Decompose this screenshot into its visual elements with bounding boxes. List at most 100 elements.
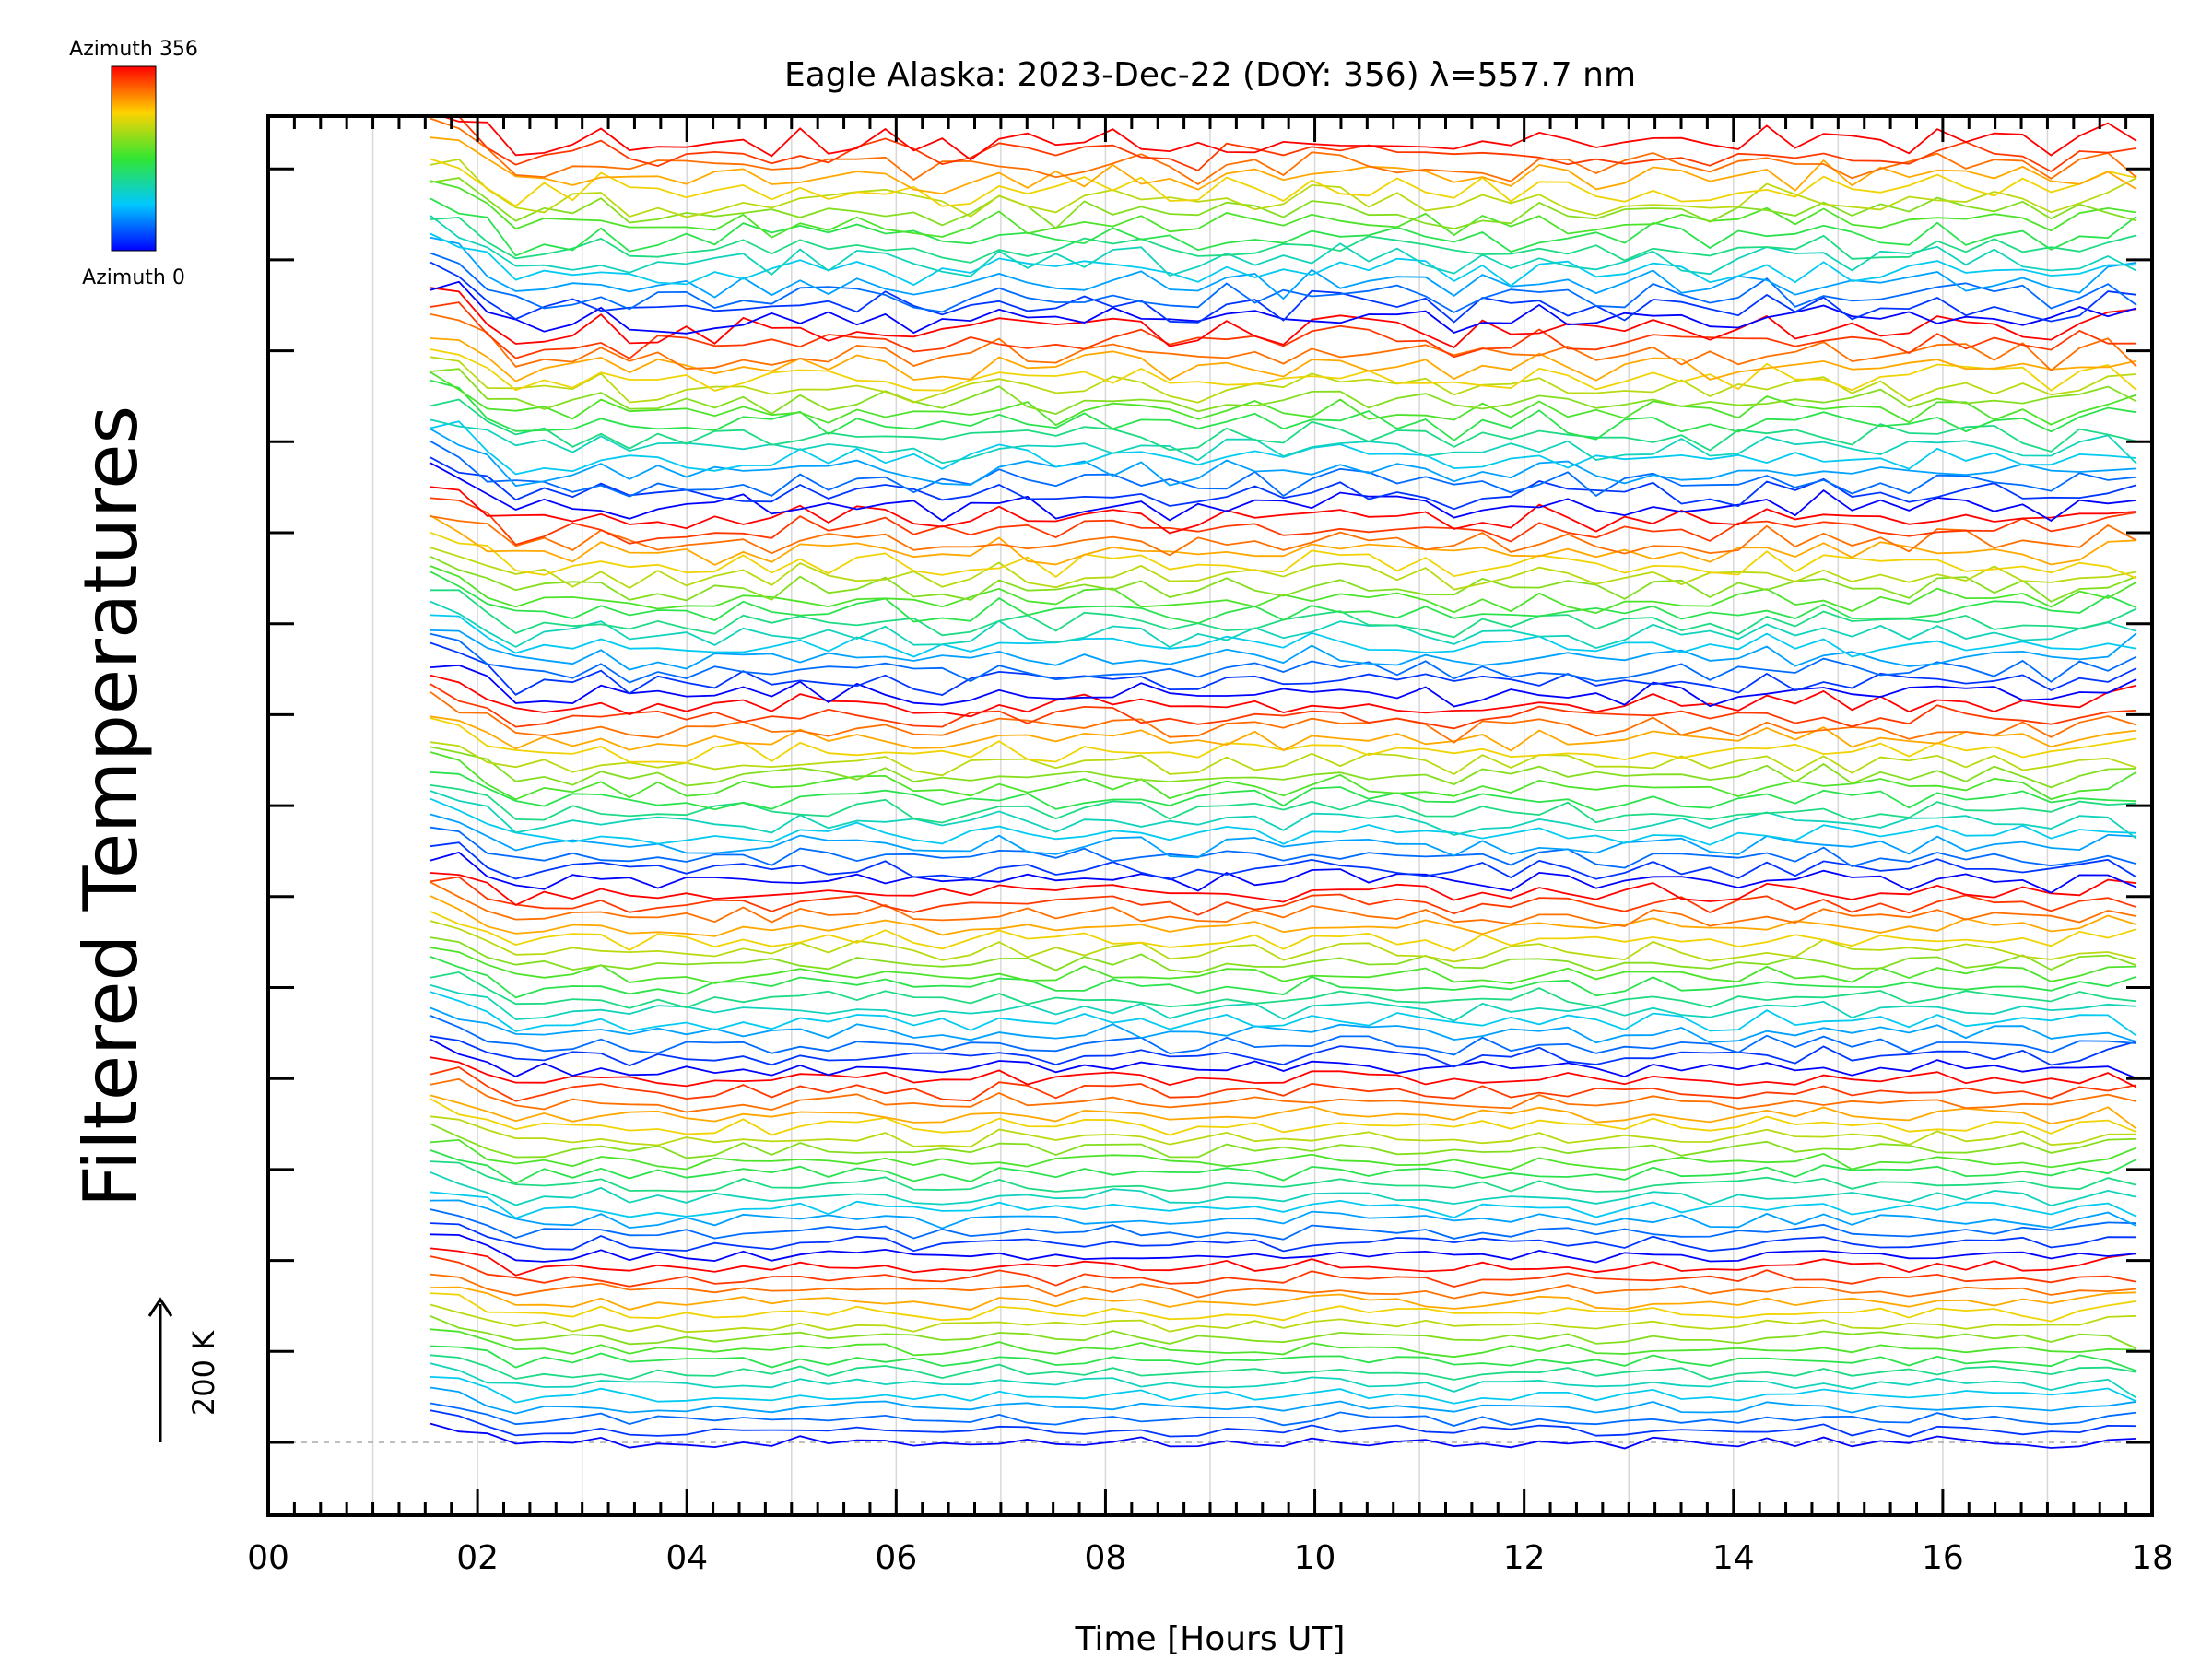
series-line xyxy=(429,261,2137,324)
series-line xyxy=(429,600,2137,650)
series-line xyxy=(429,348,2137,392)
series-line xyxy=(429,1402,2137,1427)
series-line xyxy=(455,116,2137,173)
series-line xyxy=(429,746,2137,789)
series-line xyxy=(429,371,2137,427)
series-line xyxy=(429,851,2137,894)
scale-bar: 200 K xyxy=(147,1297,221,1442)
series-line xyxy=(429,158,2137,207)
series-line xyxy=(429,947,2137,984)
series-line xyxy=(429,368,2137,416)
series-line xyxy=(429,1303,2137,1334)
x-tick-label: 12 xyxy=(1503,1539,1546,1577)
series-line xyxy=(429,971,2137,1009)
series-line xyxy=(429,895,2137,937)
x-tick-label: 06 xyxy=(875,1539,917,1577)
colorbar-top-label: Azimuth 356 xyxy=(69,38,198,61)
series-line xyxy=(429,215,2137,277)
series-line xyxy=(429,813,2137,859)
series-line xyxy=(429,514,2137,566)
series-line xyxy=(429,1255,2137,1288)
series-line xyxy=(429,1345,2137,1372)
series-line xyxy=(429,771,2137,812)
series-line xyxy=(429,515,2137,557)
x-tick-label: 04 xyxy=(665,1539,708,1577)
series-line xyxy=(429,826,2137,869)
series-line xyxy=(429,1328,2137,1359)
series-line xyxy=(429,177,2137,230)
series-line xyxy=(429,1098,2137,1136)
series-line xyxy=(429,136,2137,195)
series-line xyxy=(429,356,2137,404)
y-axis-label: Filtered Temperatures xyxy=(68,406,154,1207)
series-line xyxy=(429,1160,2137,1193)
x-tick-label: 16 xyxy=(1922,1539,1964,1577)
series-line xyxy=(429,428,2137,488)
series-line xyxy=(429,1115,2137,1148)
series-line xyxy=(429,1138,2137,1171)
series-line xyxy=(429,784,2137,824)
series-line xyxy=(429,872,2137,906)
x-tick-labels: 00 02 04 06 08 10 12 14 16 18 xyxy=(247,1539,2173,1577)
series-line xyxy=(429,1077,2137,1113)
chart-title: Eagle Alaska: 2023-Dec-22 (DOY: 356) λ=5… xyxy=(784,56,1636,94)
series-line xyxy=(429,1233,2137,1264)
series-line xyxy=(429,1376,2137,1405)
series-line xyxy=(429,441,2137,498)
series-line xyxy=(429,547,2137,591)
colorbar-bottom-label: Azimuth 0 xyxy=(82,266,185,289)
series-line xyxy=(429,629,2137,671)
series-line xyxy=(429,571,2137,625)
series-line xyxy=(429,1292,2137,1323)
series-line xyxy=(429,1222,2137,1253)
series-line xyxy=(429,876,2137,916)
series-line xyxy=(429,252,2137,313)
series-line xyxy=(429,664,2137,708)
series-line xyxy=(429,911,2137,952)
colorbar xyxy=(111,65,157,252)
series-line xyxy=(429,1422,2137,1450)
series-line xyxy=(429,1123,2137,1159)
x-tick-label: 00 xyxy=(247,1539,289,1577)
series-line xyxy=(429,614,2137,658)
x-tick-label: 14 xyxy=(1712,1539,1755,1577)
series-line xyxy=(429,1409,2137,1438)
series-line xyxy=(429,1056,2137,1088)
series-line xyxy=(429,197,2137,257)
series-line xyxy=(429,486,2137,535)
series-line xyxy=(429,881,2137,928)
series-line xyxy=(429,1273,2137,1300)
series-line xyxy=(429,420,2137,476)
series-line xyxy=(429,158,2137,218)
series-line xyxy=(429,497,2137,546)
series-line xyxy=(429,418,2137,465)
series-line xyxy=(429,674,2137,718)
series-line xyxy=(429,741,2137,777)
series-line xyxy=(429,1171,2137,1207)
series-line xyxy=(429,920,2137,963)
series-line xyxy=(439,116,2137,161)
series-line xyxy=(429,641,2137,696)
series-line xyxy=(429,280,2137,335)
series-line xyxy=(429,313,2137,371)
series-line xyxy=(429,991,2137,1037)
series-line xyxy=(429,1066,2137,1102)
series-line xyxy=(429,683,2137,730)
series-line xyxy=(429,1015,2137,1056)
series-line xyxy=(429,1354,2137,1381)
axis-ticks xyxy=(266,116,2154,1515)
series-line xyxy=(429,1035,2137,1068)
series-line xyxy=(429,555,2137,603)
series-line xyxy=(429,984,2137,1022)
series-line xyxy=(429,936,2137,974)
series-line xyxy=(429,1362,2137,1399)
series-line xyxy=(429,456,2137,511)
series-line xyxy=(429,1038,2137,1079)
scale-bar-label: 200 K xyxy=(186,1330,221,1416)
series-line xyxy=(429,956,2137,999)
series-line xyxy=(429,565,2137,615)
series-line xyxy=(429,632,2137,684)
series-line xyxy=(429,1315,2137,1349)
series-line xyxy=(429,337,2137,382)
x-axis-label: Time [Hours UT] xyxy=(1075,1620,1346,1658)
